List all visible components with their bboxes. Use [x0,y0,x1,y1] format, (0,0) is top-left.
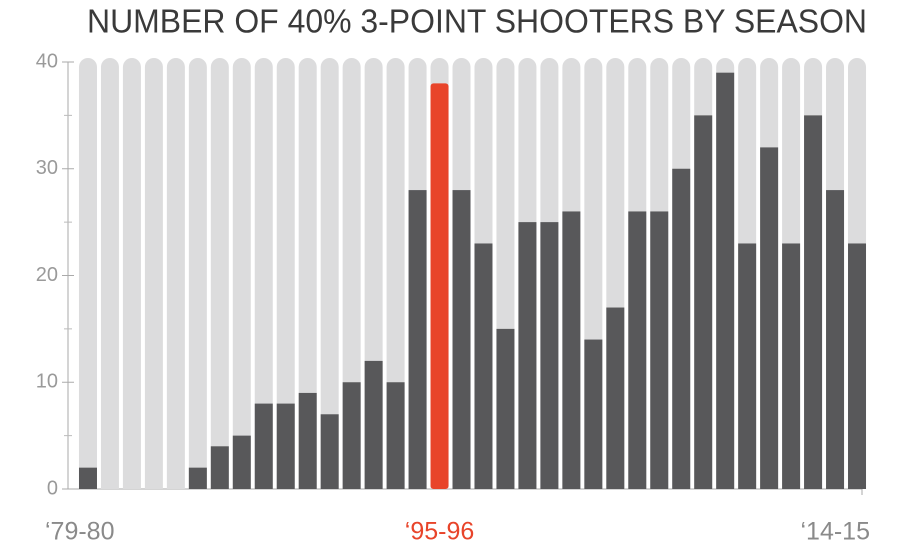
bar [430,83,449,489]
x-tick-label: ‘95-96 [405,518,475,546]
bar [254,403,273,489]
bar-track [386,58,405,489]
y-tick-label: 20 [36,264,58,286]
chart-title: NUMBER OF 40% 3-POINT SHOOTERS BY SEASON [87,3,867,40]
bar-track [166,58,185,489]
bar [496,328,515,489]
bar [782,243,801,489]
bar [342,382,361,489]
bar [760,147,779,489]
y-tick-label: 30 [36,157,58,179]
bar-track [342,58,361,489]
bar [738,243,757,489]
bar [386,382,405,489]
bar [364,360,383,489]
bar [210,446,229,489]
bar [716,72,735,490]
bar-track [276,58,295,489]
bar [518,222,537,489]
bar-track [78,58,97,489]
bar [276,403,295,489]
bar [672,168,691,489]
bar [562,211,581,489]
bar-track [100,58,119,489]
bar [694,115,713,489]
bar-track [298,58,317,489]
bar [606,307,625,489]
bar-track [122,58,141,489]
bar [540,222,559,489]
bar-track [144,58,163,489]
bar [188,467,207,489]
bar-track [320,58,339,489]
bar [474,243,493,489]
bar-track [188,58,207,489]
bar [452,190,471,489]
bar [650,211,669,489]
bar-track [210,58,229,489]
bar [584,339,603,489]
bar [298,392,317,489]
bar [320,414,339,489]
y-tick-label: 10 [36,371,58,393]
bar [232,435,251,489]
y-tick-label: 40 [36,50,58,72]
bar [826,190,845,489]
bar [848,243,867,489]
bar [78,467,97,489]
x-tick-label: ‘79-80 [45,518,115,546]
x-tick-label: ‘14-15 [801,518,871,546]
bar [628,211,647,489]
bar [804,115,823,489]
bar-track [232,58,251,489]
bar [408,190,427,489]
bar-track [254,58,273,489]
y-tick-label: 0 [47,477,58,499]
